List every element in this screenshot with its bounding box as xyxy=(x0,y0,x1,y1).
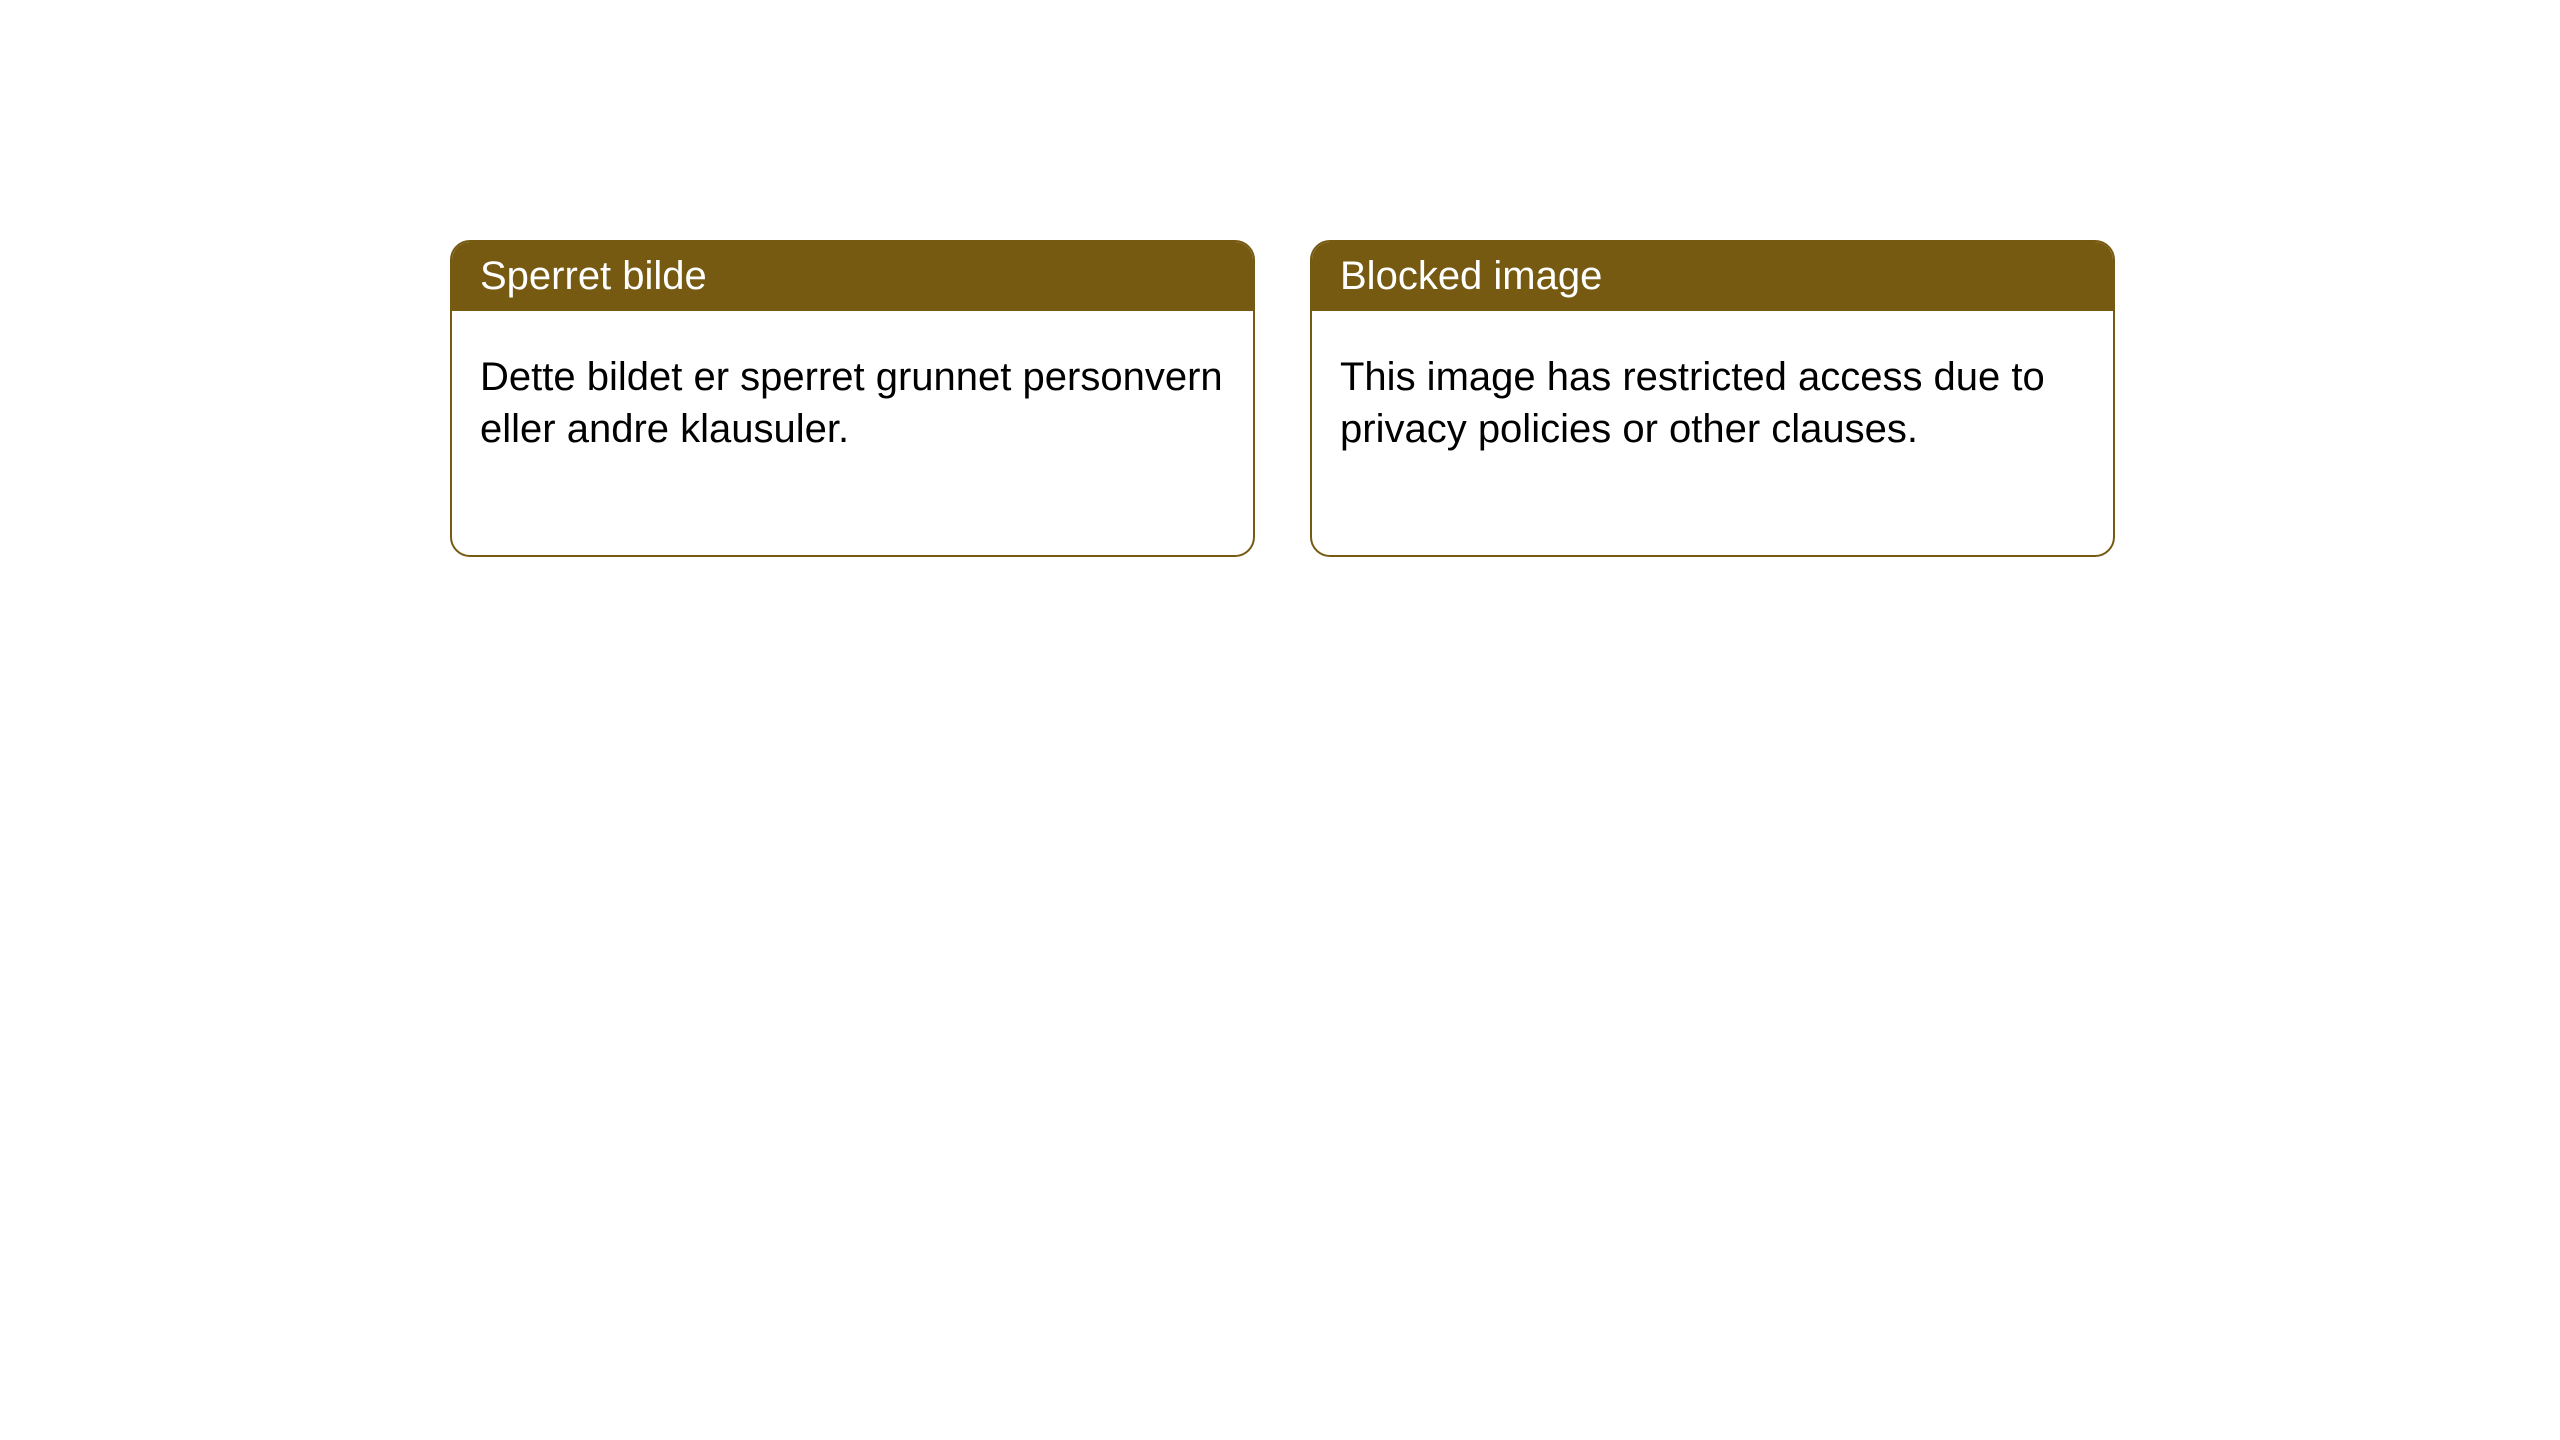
notice-title: Sperret bilde xyxy=(480,254,707,298)
notice-title: Blocked image xyxy=(1340,254,1602,298)
notice-header-norwegian: Sperret bilde xyxy=(452,242,1253,311)
notice-container: Sperret bilde Dette bildet er sperret gr… xyxy=(0,0,2560,557)
notice-text: Dette bildet er sperret grunnet personve… xyxy=(480,355,1223,451)
notice-text: This image has restricted access due to … xyxy=(1340,355,2045,451)
notice-body-norwegian: Dette bildet er sperret grunnet personve… xyxy=(452,311,1253,555)
notice-header-english: Blocked image xyxy=(1312,242,2113,311)
notice-card-norwegian: Sperret bilde Dette bildet er sperret gr… xyxy=(450,240,1255,557)
notice-body-english: This image has restricted access due to … xyxy=(1312,311,2113,555)
notice-card-english: Blocked image This image has restricted … xyxy=(1310,240,2115,557)
